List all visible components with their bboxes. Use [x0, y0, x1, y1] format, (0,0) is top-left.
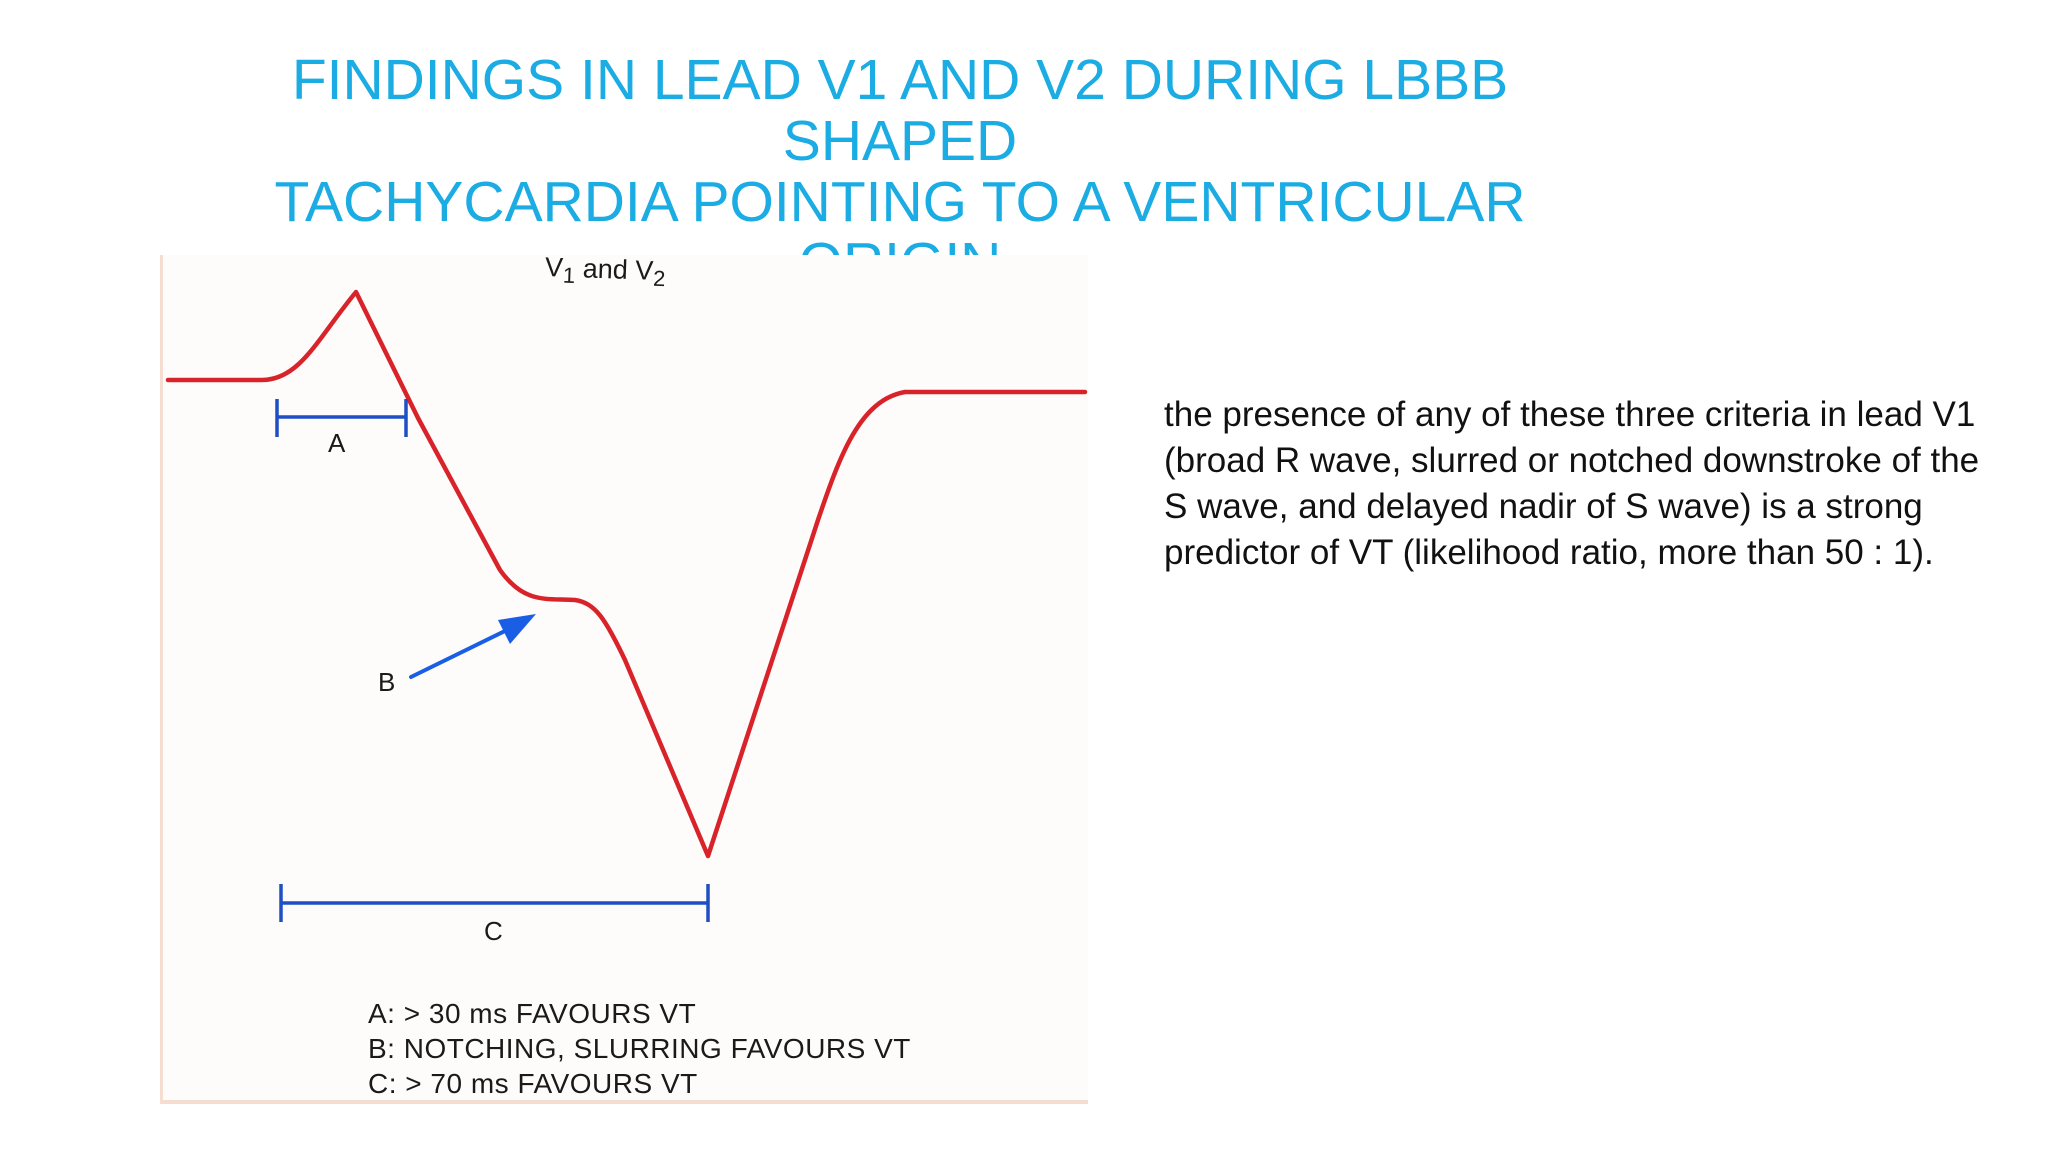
interval-a-marker: [275, 399, 408, 437]
lead-label-v: V: [545, 252, 564, 283]
marker-b-label: B: [378, 667, 395, 697]
criteria-description: the presence of any of these three crite…: [1164, 395, 1980, 572]
interval-c-marker: [279, 884, 710, 922]
lead-label-sub-2: 2: [653, 266, 666, 291]
legend-item-a: A: > 30 ms FAVOURS VT: [368, 998, 697, 1029]
legend-item-c: C: > 70 ms FAVOURS VT: [368, 1068, 698, 1099]
ecg-waveform: [165, 289, 1088, 859]
slide-title: FINDINGS IN LEAD V1 AND V2 DURING LBBB S…: [200, 50, 1600, 294]
lead-label-sub-1: 1: [562, 263, 575, 288]
lead-label-and: and V: [575, 253, 654, 286]
ecg-figure-panel: [160, 255, 1088, 1104]
legend-item-b: B: NOTCHING, SLURRING FAVOURS VT: [368, 1033, 911, 1064]
notch-arrow: [409, 614, 536, 679]
figure-legend: A: > 30 ms FAVOURS VT B: NOTCHING, SLURR…: [368, 996, 1068, 1101]
lead-label: V1 and V2: [544, 252, 666, 291]
interval-c-label: C: [484, 916, 503, 946]
title-line-1: FINDINGS IN LEAD V1 AND V2 DURING LBBB S…: [291, 48, 1509, 173]
interval-a-label: A: [328, 428, 346, 458]
